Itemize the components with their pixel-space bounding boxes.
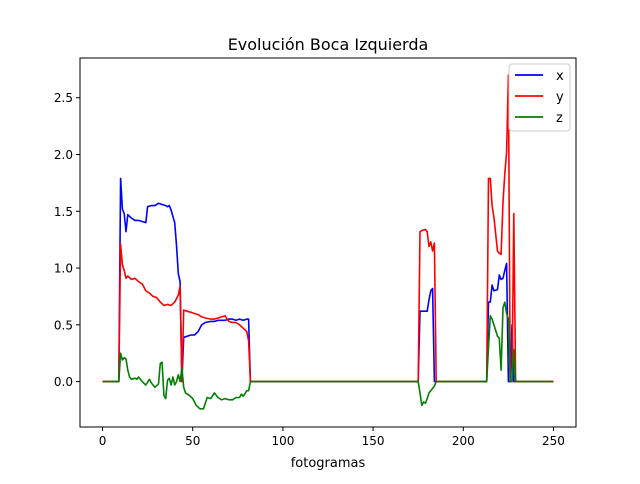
series-line-x [102, 177, 554, 383]
plot-lines [102, 74, 554, 410]
plot-frame [79, 57, 577, 428]
x-tick-label: 50 [185, 434, 200, 448]
x-tick-label: 250 [542, 434, 565, 448]
y-tick-label: 1.5 [54, 205, 73, 219]
legend-label-y: y [556, 90, 564, 105]
y-tick-label: 1.0 [54, 262, 73, 276]
y-axis: 0.0 0.5 1.0 1.5 2.0 2.5 [54, 91, 80, 389]
legend-label-z: z [556, 111, 563, 126]
y-tick-label: 0.0 [54, 375, 73, 389]
legend-label-x: x [556, 69, 564, 84]
y-tick-label: 2.0 [54, 148, 73, 162]
x-axis-label: fotogramas [291, 456, 366, 471]
x-tick-label: 150 [362, 434, 385, 448]
x-tick-label: 100 [271, 434, 294, 448]
legend-box [508, 63, 571, 132]
y-tick-label: 2.5 [54, 91, 73, 105]
y-tick-label: 0.5 [54, 318, 73, 332]
x-tick-label: 0 [99, 434, 107, 448]
series-line-y [102, 74, 554, 383]
chart-title: Evolución Boca Izquierda [228, 35, 429, 54]
series-line-z [102, 301, 554, 410]
x-axis: 0 50 100 150 200 250 [99, 427, 565, 448]
legend: xyz [508, 63, 571, 132]
x-tick-label: 200 [452, 434, 475, 448]
